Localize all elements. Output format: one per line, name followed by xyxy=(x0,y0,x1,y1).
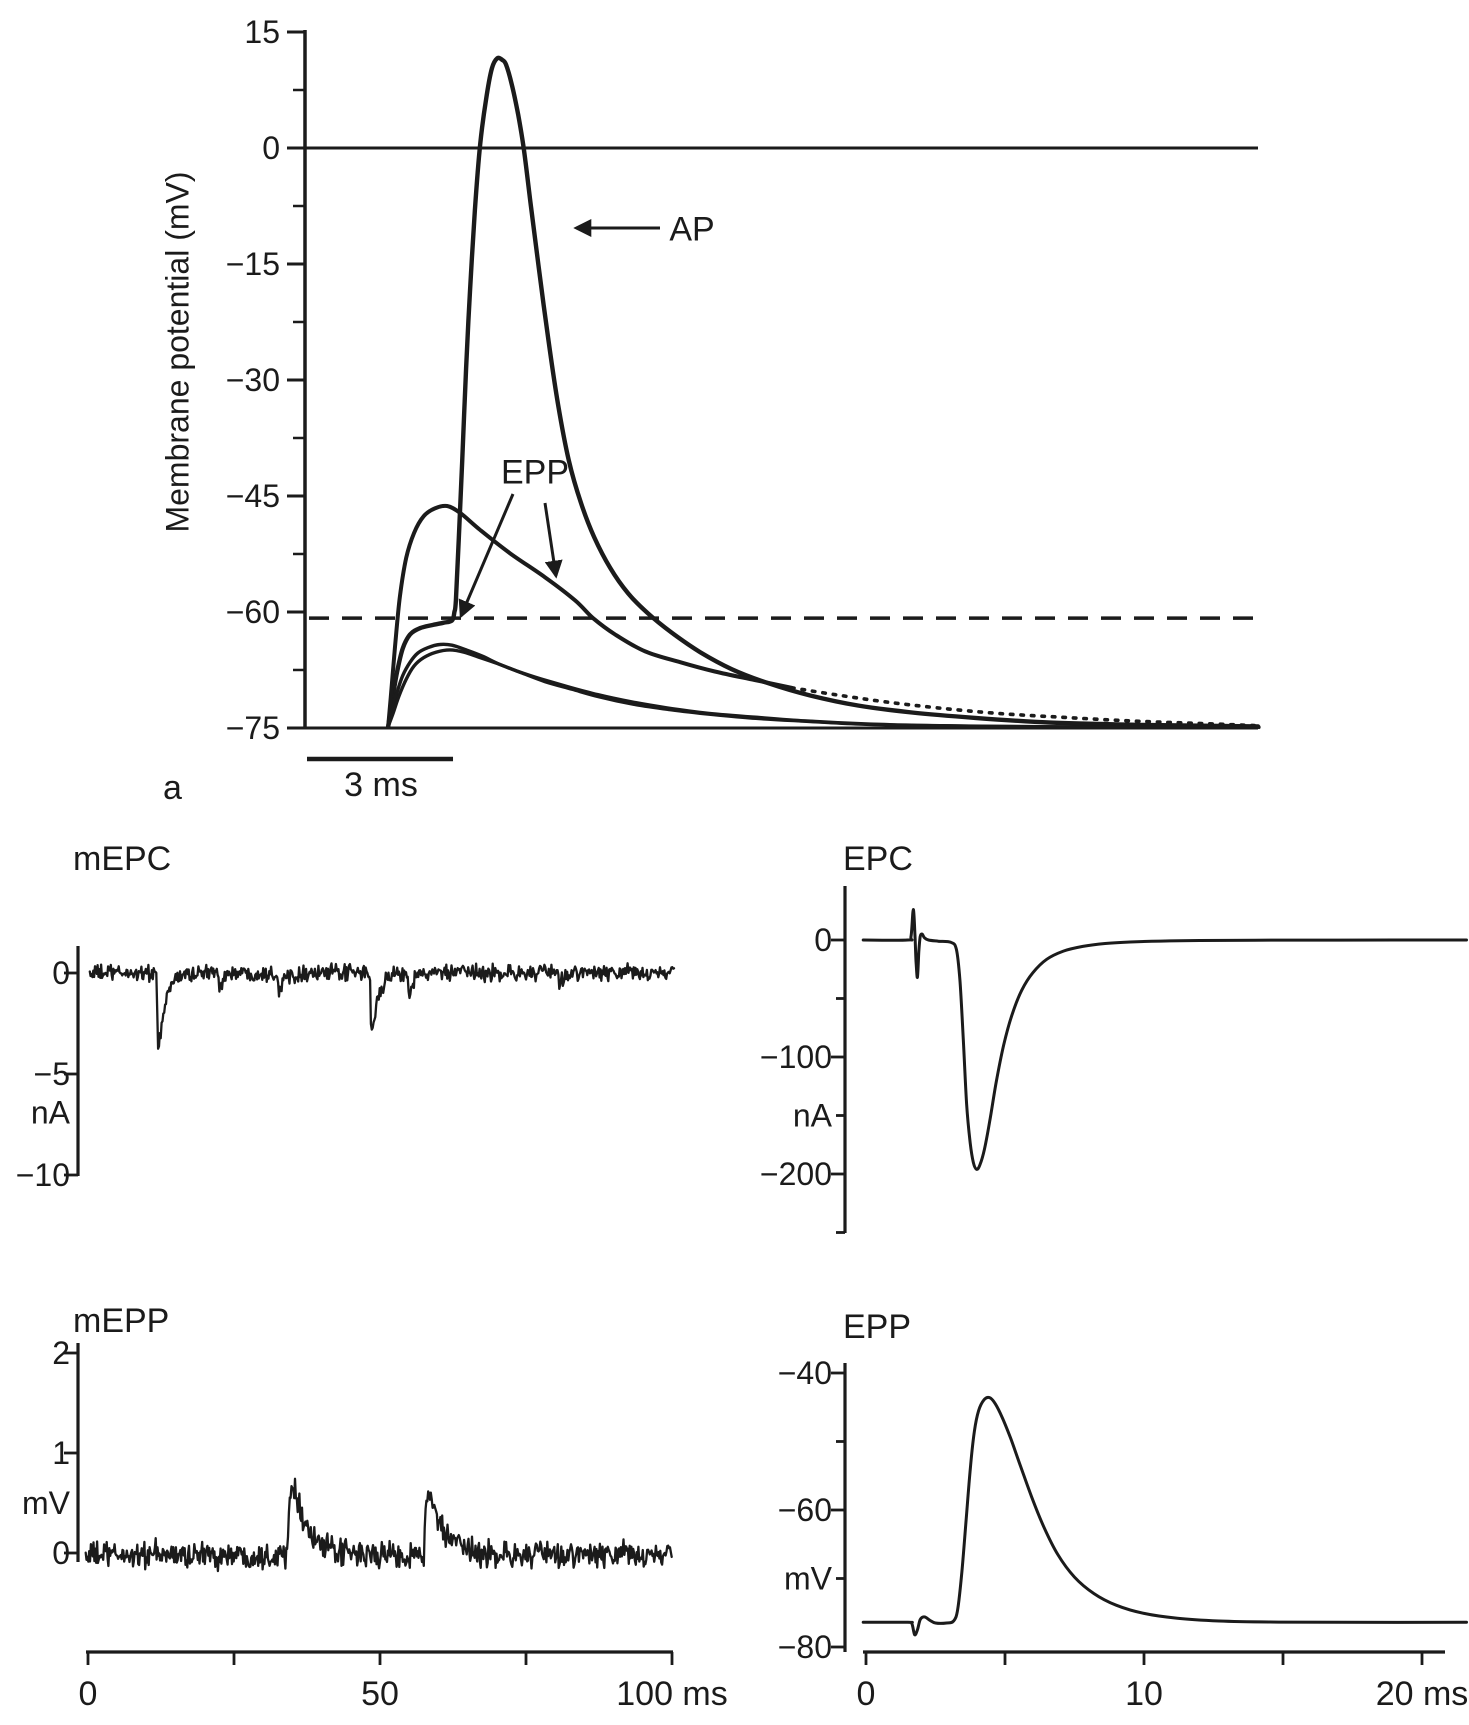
mepp-y-tick-label: 0 xyxy=(52,1535,70,1571)
epc-epc-trace xyxy=(861,908,1468,1171)
epp-epp-trace xyxy=(861,1395,1468,1637)
mepp-mepp-trace xyxy=(84,1477,673,1573)
mepp-y-tick-label: 1 xyxy=(52,1435,70,1471)
top-ap-trace xyxy=(386,55,1261,729)
panel-title-epp: EPP xyxy=(843,1308,912,1346)
top-y-tick-label: 0 xyxy=(262,130,280,166)
x-axis-left-tick-label: 0 xyxy=(79,1675,98,1713)
epp-y-unit-label: mV xyxy=(784,1561,833,1597)
mepc-y-unit-label: nA xyxy=(31,1094,71,1130)
x-axis-right-tick-label: 20 ms xyxy=(1376,1675,1469,1713)
scalebar-label: 3 ms xyxy=(344,766,418,804)
panel-title-mepc: mEPC xyxy=(73,840,172,878)
mepc-y-tick-label: −5 xyxy=(34,1056,70,1092)
top-epp-suprathreshold-trace xyxy=(386,503,794,729)
mepc-y-tick-label: −10 xyxy=(16,1157,70,1193)
top-y-tick-label: −60 xyxy=(226,594,280,630)
panel-title-epc: EPC xyxy=(843,840,913,878)
panel-letter-a: a xyxy=(163,769,182,807)
epp-arrow-2 xyxy=(543,502,563,579)
epp-arrow-1 xyxy=(458,493,515,619)
top-epp-subthreshold-2-trace xyxy=(386,648,1261,729)
panel-title-mepp: mEPP xyxy=(73,1302,170,1340)
epc-y-tick-label: −100 xyxy=(760,1039,832,1075)
top-y-tick-label: −75 xyxy=(226,710,280,746)
top-y-tick-label: 15 xyxy=(244,14,280,50)
y-axis-label-membrane-potential: Membrane potential (mV) xyxy=(159,171,196,533)
epc-y-unit-label: nA xyxy=(793,1098,833,1134)
top-y-tick-label: −30 xyxy=(226,362,280,398)
x-axis-right-tick-label: 10 xyxy=(1125,1675,1163,1713)
epp-y-tick-label: −60 xyxy=(778,1492,832,1528)
x-axis-left-tick-label: 50 xyxy=(361,1675,399,1713)
ap-annotation-label: AP xyxy=(669,210,715,249)
x-axis-left-tick-label: 100 ms xyxy=(616,1675,728,1713)
epp-y-tick-label: −40 xyxy=(778,1355,832,1391)
epc-y-tick-label: −200 xyxy=(760,1156,832,1192)
mepc-y-tick-label: 0 xyxy=(52,955,70,991)
top-epp-subthreshold-1-trace xyxy=(386,642,1261,729)
mepp-y-tick-label: 2 xyxy=(52,1335,70,1371)
top-y-tick-label: −15 xyxy=(226,246,280,282)
top-y-tick-label: −45 xyxy=(226,478,280,514)
mepp-y-unit-label: mV xyxy=(22,1485,71,1521)
epc-y-tick-label: 0 xyxy=(814,922,832,958)
epp-annotation-label: EPP xyxy=(500,453,570,492)
epp-y-tick-label: −80 xyxy=(778,1629,832,1665)
mepc-mepc-trace xyxy=(88,962,676,1050)
x-axis-right-tick-label: 0 xyxy=(857,1675,876,1713)
